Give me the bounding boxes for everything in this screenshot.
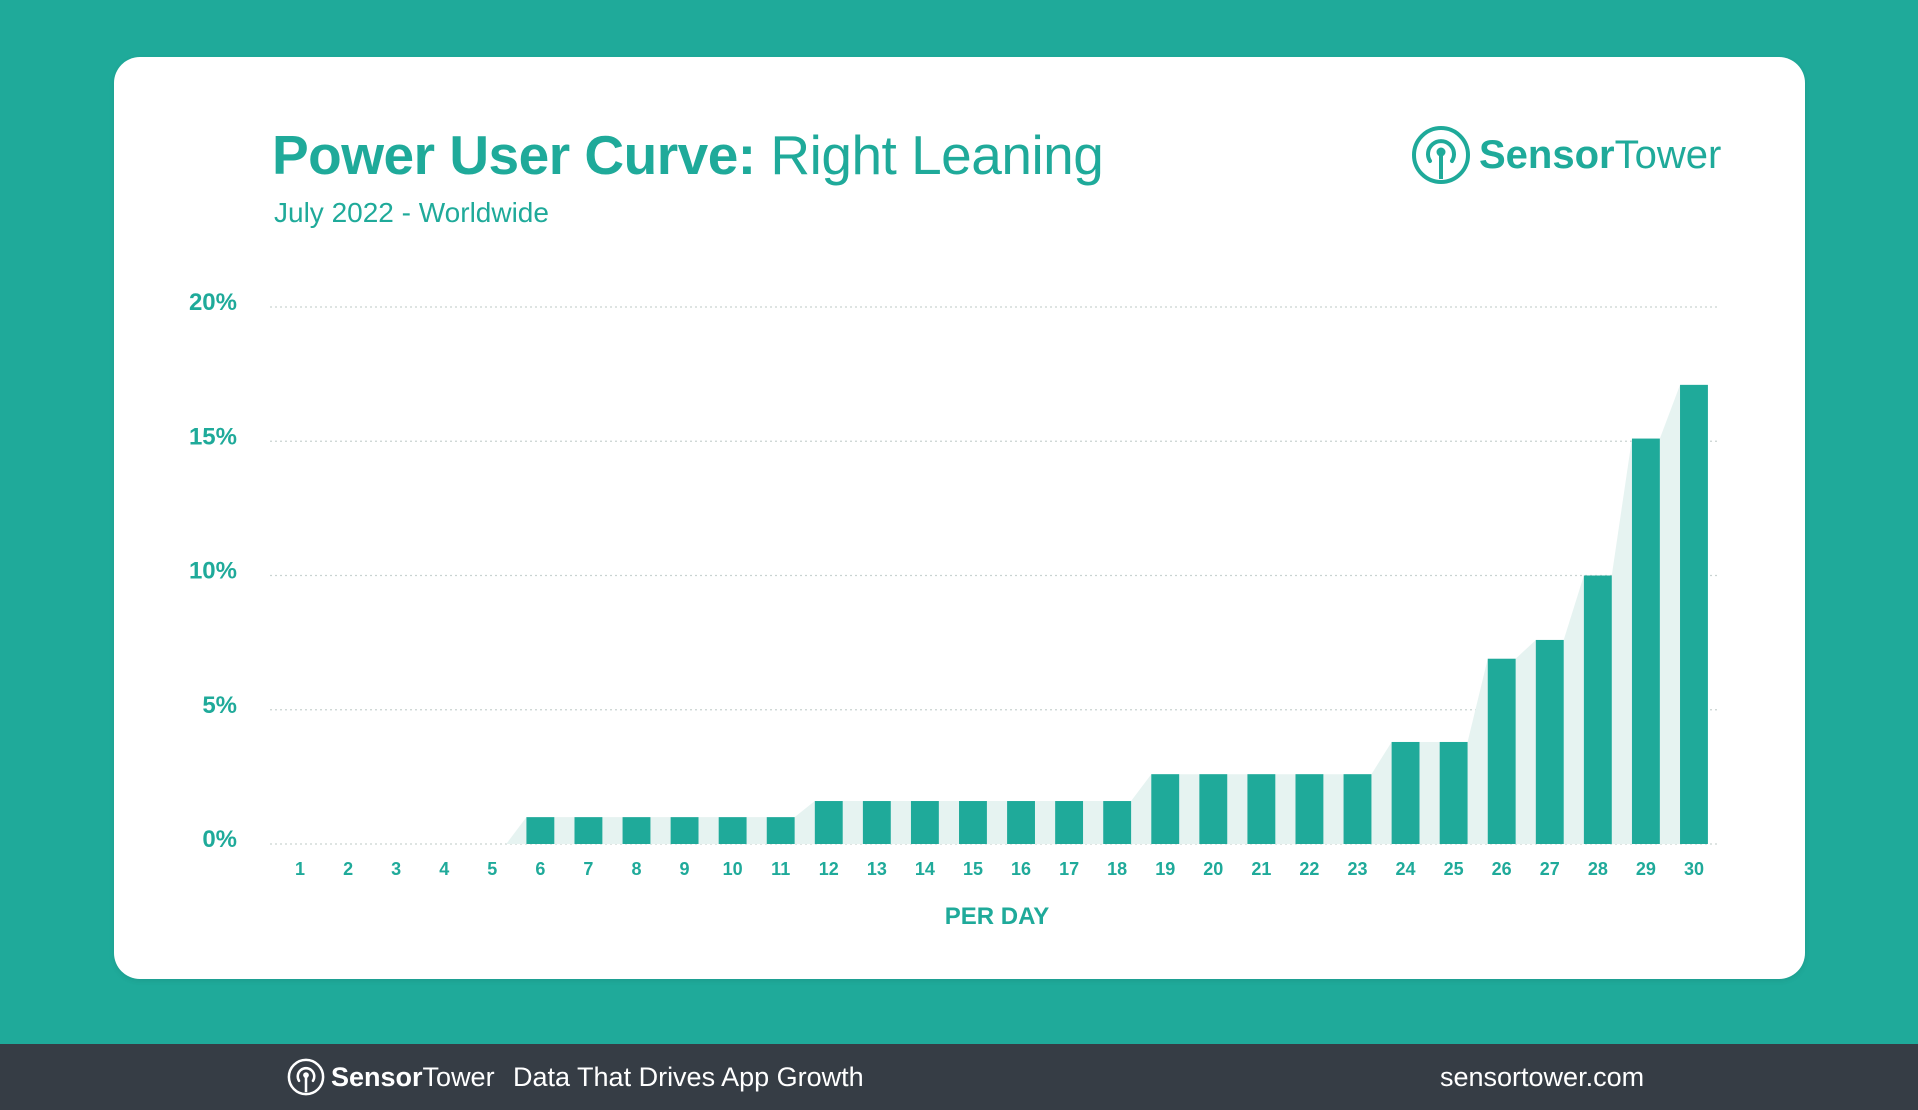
trend-area: [286, 384, 1708, 844]
x-tick-label: 17: [1059, 859, 1079, 879]
sensor-tower-logo-icon: [1412, 126, 1470, 184]
bar-chart: 0%5%10%15%20%1 2 3 4 5 6 7 8 9 10 11 12 13 14 15 16 17 18…: [189, 289, 1718, 930]
bar: [959, 801, 987, 844]
x-tick-label: 19: [1155, 859, 1175, 879]
x-tick-label: 8: [631, 859, 641, 879]
brand-name: SensorTower: [1479, 133, 1721, 178]
bar: [718, 817, 747, 844]
brand-logo: SensorTower: [1411, 125, 1721, 185]
footer-tagline: Data That Drives App Growth: [513, 1062, 864, 1092]
chart-card: Power User Curve: Right Leaning July 202…: [114, 57, 1805, 979]
y-tick-label: 15%: [189, 423, 237, 450]
bar: [814, 801, 843, 844]
x-tick-label: 10: [723, 859, 743, 879]
bar: [1583, 575, 1612, 844]
x-tick-label: 16: [1011, 859, 1031, 879]
bar: [910, 801, 939, 844]
x-tick-label: 15: [963, 859, 983, 879]
bar: [1295, 774, 1324, 844]
x-tick-label: 28: [1588, 859, 1608, 879]
footer-website-link[interactable]: sensortower.com: [1440, 1062, 1645, 1092]
bar: [574, 817, 603, 844]
bar: [622, 817, 651, 844]
x-tick-label: 1: [295, 859, 305, 879]
bar: [1487, 658, 1516, 844]
bar: [526, 817, 555, 844]
chart-title: Power User Curve: Right Leaning: [272, 123, 1104, 187]
x-tick-label: 18: [1107, 859, 1127, 879]
x-tick-label: 12: [819, 859, 839, 879]
footer-brand-name: SensorTower: [331, 1062, 495, 1093]
bar: [1439, 741, 1468, 844]
title-light: Right Leaning: [770, 124, 1104, 186]
x-tick-label: 25: [1444, 859, 1464, 879]
x-tick-label: 21: [1251, 859, 1271, 879]
y-tick-label: 5%: [202, 692, 237, 719]
x-tick-label: 7: [583, 859, 593, 879]
bar: [1535, 639, 1564, 844]
x-tick-label: 29: [1636, 859, 1656, 879]
x-tick-label: 6: [535, 859, 545, 879]
bar: [862, 801, 891, 844]
footer-logo: SensorTower: [287, 1058, 495, 1096]
x-tick-label: 2: [343, 859, 353, 879]
bar: [1247, 774, 1276, 844]
bar: [1199, 774, 1228, 844]
bar: [1007, 801, 1035, 844]
y-tick-label: 20%: [189, 289, 237, 316]
x-tick-label: 26: [1492, 859, 1512, 879]
x-tick-label: 11: [771, 859, 790, 879]
bar: [1055, 801, 1084, 844]
footer-bar: SensorTower Data That Drives App Growth …: [0, 1044, 1918, 1110]
bar: [1391, 741, 1420, 844]
y-tick-label: 10%: [189, 558, 237, 585]
bar: [1343, 774, 1372, 844]
x-tick-label: 24: [1396, 859, 1416, 879]
x-tick-label: 23: [1347, 859, 1367, 879]
bar: [1151, 774, 1180, 844]
bar: [1680, 384, 1708, 844]
x-tick-label: 27: [1540, 859, 1560, 879]
x-tick-label: 13: [867, 859, 887, 879]
title-strong: Power User Curve:: [272, 124, 756, 186]
x-tick-label: 4: [439, 859, 449, 879]
brand-name-bold: Sensor: [1479, 132, 1615, 177]
x-axis-label: PER DAY: [945, 903, 1049, 930]
sensor-tower-logo-icon: [287, 1058, 325, 1096]
x-tick-label: 14: [915, 859, 935, 879]
y-tick-label: 0%: [202, 826, 237, 853]
x-tick-label: 22: [1299, 859, 1319, 879]
x-tick-label: 5: [487, 859, 497, 879]
x-tick-label: 9: [680, 859, 690, 879]
brand-name-light: Tower: [1614, 132, 1722, 177]
footer-brand-light: Tower: [422, 1061, 495, 1092]
footer-brand-bold: Sensor: [331, 1061, 423, 1092]
bar: [1103, 801, 1132, 844]
bar: [670, 817, 699, 844]
x-tick-label: 3: [391, 859, 401, 879]
bar: [1631, 438, 1660, 844]
bar: [766, 817, 795, 844]
chart-subtitle: July 2022 - Worldwide: [274, 197, 549, 228]
x-tick-label: 20: [1203, 859, 1223, 879]
x-tick-label: 30: [1684, 859, 1704, 879]
